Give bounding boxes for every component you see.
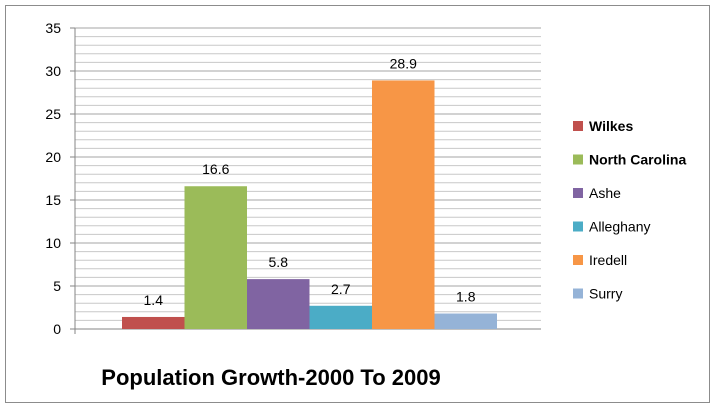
y-tick-label: 10 <box>45 235 61 251</box>
legend-label: Iredell <box>589 252 627 268</box>
bars <box>122 80 497 330</box>
legend-swatch <box>573 221 583 232</box>
chart-title: Population Growth-2000 To 2009 <box>101 365 440 390</box>
legend-swatch <box>573 255 583 265</box>
bar-north-carolina <box>184 186 247 329</box>
gridlines <box>75 27 541 321</box>
data-label-iredell: 28.9 <box>390 55 417 71</box>
legend: Wilkes North Carolina Ashe Alleghany Iredell… <box>573 118 686 302</box>
y-tick-label: 15 <box>45 192 61 208</box>
data-labels: 1.4 16.6 5.8 2.7 28.9 1.8 <box>144 55 476 308</box>
bar-alleghany <box>309 305 372 329</box>
population-growth-chart: 0 5 10 15 20 25 30 35 1.4 16.6 5.8 2.7 28.9 1.8 Wilk… <box>45 20 686 390</box>
legend-swatch <box>573 121 583 131</box>
data-label-surry: 1.8 <box>456 289 476 305</box>
bar-ashe <box>247 279 310 329</box>
legend-swatch <box>573 154 583 165</box>
legend-swatch <box>573 188 583 198</box>
data-label-alleghany: 2.7 <box>331 281 351 297</box>
y-tick-labels: 0 5 10 15 20 25 30 35 <box>45 20 61 337</box>
legend-label: Ashe <box>589 185 621 201</box>
y-tick-label: 5 <box>53 278 61 294</box>
y-tick-label: 30 <box>45 63 61 79</box>
legend-label: Wilkes <box>589 118 633 134</box>
legend-label: Surry <box>589 286 622 302</box>
legend-label: North Carolina <box>589 152 686 168</box>
legend-label: Alleghany <box>589 219 651 235</box>
data-label-ashe: 5.8 <box>269 254 289 270</box>
data-label-north-carolina: 16.6 <box>202 161 229 177</box>
data-label-wilkes: 1.4 <box>144 292 164 308</box>
bar-surry <box>434 313 497 329</box>
legend-swatch <box>573 288 583 299</box>
bar-iredell <box>372 80 435 330</box>
y-tick-label: 20 <box>45 149 61 165</box>
y-tick-label: 0 <box>53 321 61 337</box>
y-tick-label: 35 <box>45 20 61 36</box>
bar-wilkes <box>122 316 185 329</box>
chart-frame: 0 5 10 15 20 25 30 35 1.4 16.6 5.8 2.7 28.9 1.8 Wilk… <box>5 5 710 403</box>
y-tick-label: 25 <box>45 106 61 122</box>
